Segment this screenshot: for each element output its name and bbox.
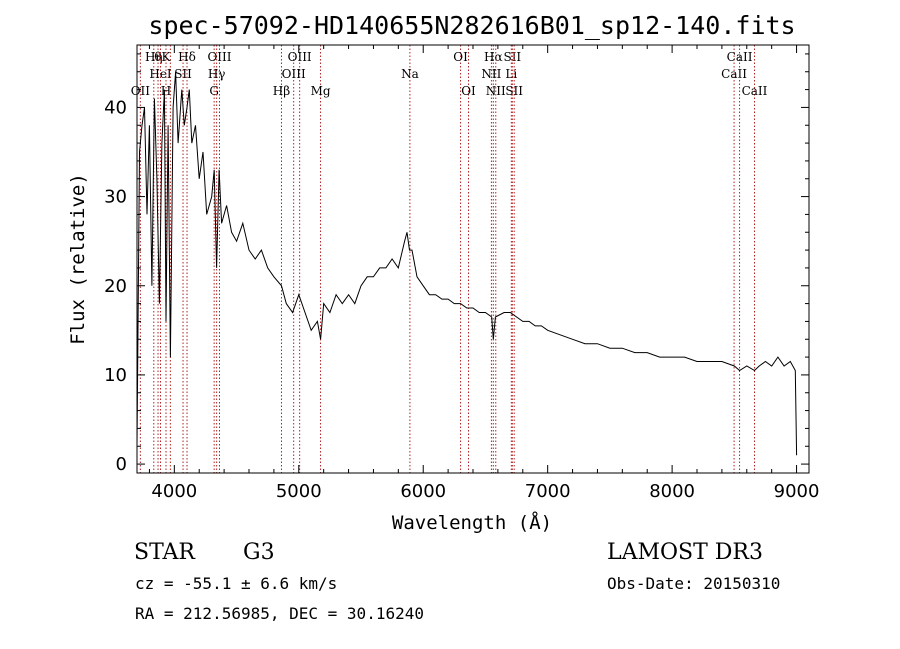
- x-tick-label: 7000: [525, 481, 571, 502]
- line-marker-label: OII: [131, 84, 151, 98]
- line-marker-label: Na: [401, 67, 419, 81]
- line-marker-label: SII: [505, 84, 523, 98]
- x-tick-label: 5000: [276, 481, 322, 502]
- line-marker-label: SII: [503, 50, 521, 64]
- chart-title: spec-57092-HD140655N282616B01_sp12-140.f…: [148, 11, 795, 40]
- line-marker-label: H: [161, 84, 171, 98]
- line-marker-label: SII: [174, 67, 192, 81]
- coordinates: RA = 212.56985, DEC = 30.16240: [135, 604, 424, 623]
- line-marker-label: HeI: [149, 67, 172, 81]
- y-tick-label: 40: [104, 97, 127, 118]
- line-marker-label: Hδ: [178, 50, 196, 64]
- x-tick-label: 9000: [774, 481, 820, 502]
- obs-date: Obs-Date: 20150310: [607, 574, 781, 593]
- line-marker-label: OI: [461, 84, 476, 98]
- y-tick-label: 30: [104, 187, 127, 208]
- object-class: STAR: [134, 540, 195, 565]
- plot-frame: [136, 44, 810, 474]
- line-marker-label: OIII: [288, 50, 312, 64]
- x-tick-label: 4000: [151, 481, 197, 502]
- line-marker-label: NII: [481, 67, 501, 81]
- x-tick-label: 6000: [400, 481, 446, 502]
- line-marker-label: Hγ: [208, 67, 226, 81]
- x-axis-ticks: 4000 5000 6000 7000 8000 9000: [148, 45, 820, 502]
- line-marker-label: CaII: [742, 84, 768, 98]
- y-axis-ticks: 0 10 20 30 40: [104, 53, 809, 475]
- line-marker-label: K: [162, 50, 172, 64]
- survey-name: LAMOST DR3: [607, 540, 763, 565]
- line-marker-label: Hβ: [273, 84, 290, 98]
- y-tick-label: 0: [116, 454, 127, 475]
- line-marker-label: CaII: [727, 50, 753, 64]
- line-marker-label: CaII: [721, 67, 747, 81]
- line-marker-label: OIII: [207, 50, 231, 64]
- x-tick-label: 8000: [649, 481, 695, 502]
- line-marker-label: θ: [154, 50, 161, 64]
- y-axis-label: Flux (relative): [67, 173, 89, 345]
- spectrum-line: [136, 71, 798, 456]
- spectrum-series: [136, 71, 798, 456]
- redshift-info: cz = -55.1 ± 6.6 km/s: [135, 574, 338, 593]
- line-marker-label: Hα: [484, 50, 503, 64]
- x-axis-label: Wavelength (Å): [392, 511, 552, 534]
- object-subclass: G3: [243, 540, 275, 565]
- line-marker-label: OIII: [282, 67, 306, 81]
- y-tick-label: 20: [104, 276, 127, 297]
- spectral-line-markers: OIIHηθHeIKHSIIHδGHγOIIIHβOIIIOIIIMgNaOIO…: [131, 45, 768, 473]
- line-marker-label: NII: [486, 84, 506, 98]
- y-tick-label: 10: [104, 365, 127, 386]
- line-marker-label: Mg: [311, 84, 331, 98]
- line-marker-label: Li: [505, 67, 517, 81]
- line-marker-label: OI: [453, 50, 468, 64]
- line-marker-label: G: [209, 84, 219, 98]
